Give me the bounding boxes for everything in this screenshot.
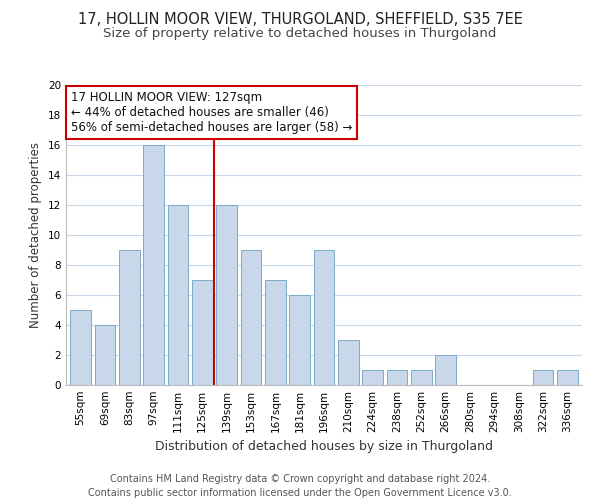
Bar	[338, 340, 359, 385]
Bar	[557, 370, 578, 385]
Bar	[314, 250, 334, 385]
Bar	[143, 145, 164, 385]
Text: Size of property relative to detached houses in Thurgoland: Size of property relative to detached ho…	[103, 28, 497, 40]
X-axis label: Distribution of detached houses by size in Thurgoland: Distribution of detached houses by size …	[155, 440, 493, 454]
Bar	[265, 280, 286, 385]
Bar	[241, 250, 262, 385]
Bar	[362, 370, 383, 385]
Bar	[119, 250, 140, 385]
Bar	[289, 295, 310, 385]
Bar	[95, 325, 115, 385]
Bar	[386, 370, 407, 385]
Y-axis label: Number of detached properties: Number of detached properties	[29, 142, 43, 328]
Text: 17 HOLLIN MOOR VIEW: 127sqm
← 44% of detached houses are smaller (46)
56% of sem: 17 HOLLIN MOOR VIEW: 127sqm ← 44% of det…	[71, 91, 353, 134]
Bar	[411, 370, 432, 385]
Bar	[436, 355, 456, 385]
Bar	[167, 205, 188, 385]
Bar	[533, 370, 553, 385]
Bar	[70, 310, 91, 385]
Bar	[192, 280, 212, 385]
Text: 17, HOLLIN MOOR VIEW, THURGOLAND, SHEFFIELD, S35 7EE: 17, HOLLIN MOOR VIEW, THURGOLAND, SHEFFI…	[77, 12, 523, 28]
Bar	[216, 205, 237, 385]
Text: Contains HM Land Registry data © Crown copyright and database right 2024.
Contai: Contains HM Land Registry data © Crown c…	[88, 474, 512, 498]
